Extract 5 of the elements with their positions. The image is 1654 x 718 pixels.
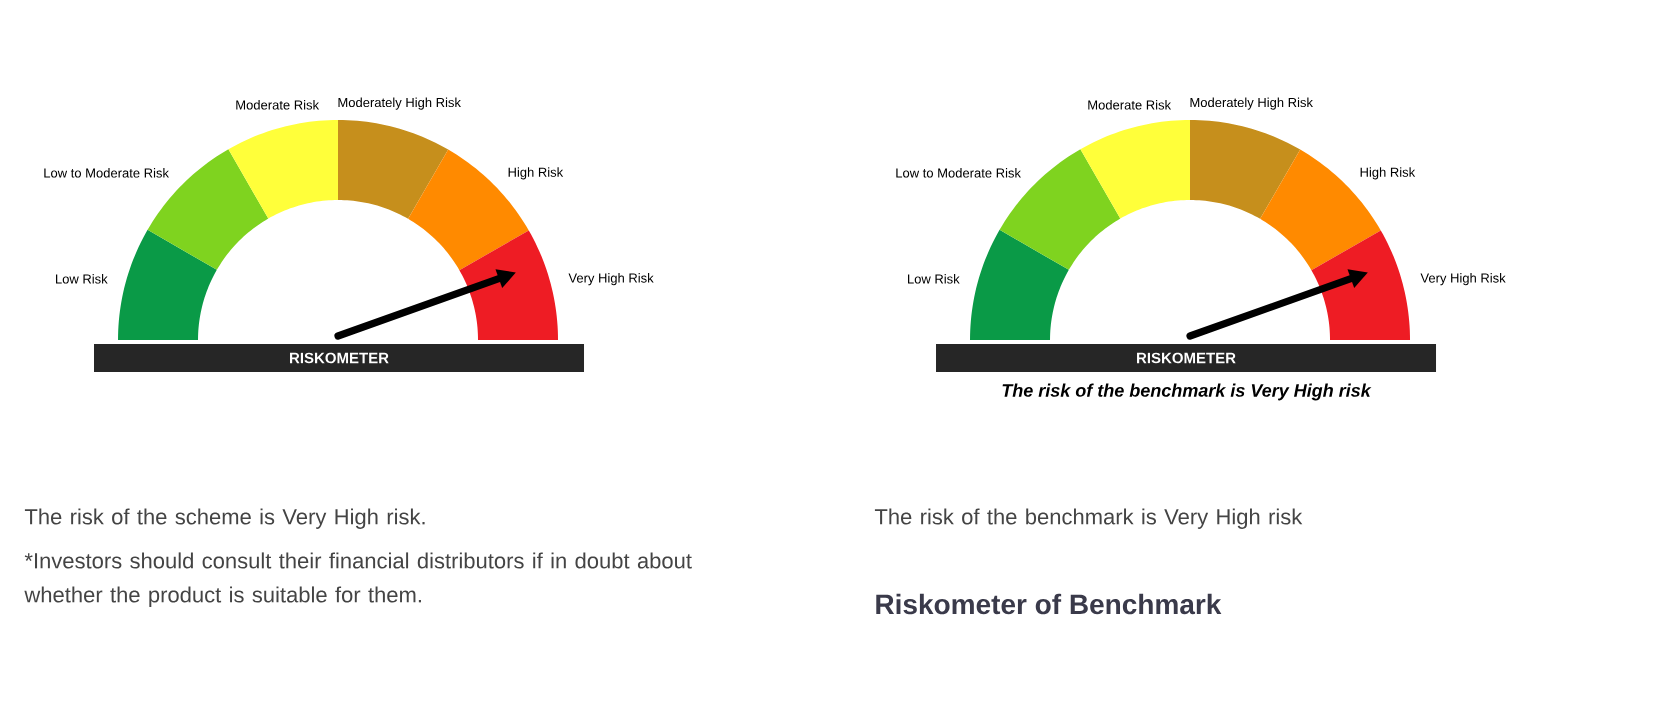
text: The risk of the scheme is Very High risk. [24,508,425,529]
text: *Investors should consult their financial distributors if in doubt about whether the product is suitable for them. [24,552,692,607]
text: Riskometer of Benchmark [876,593,1222,615]
text: The risk of the benchmark is Very High risk [1002,383,1372,401]
text: The risk of the benchmark is Very High risk [874,508,1303,529]
